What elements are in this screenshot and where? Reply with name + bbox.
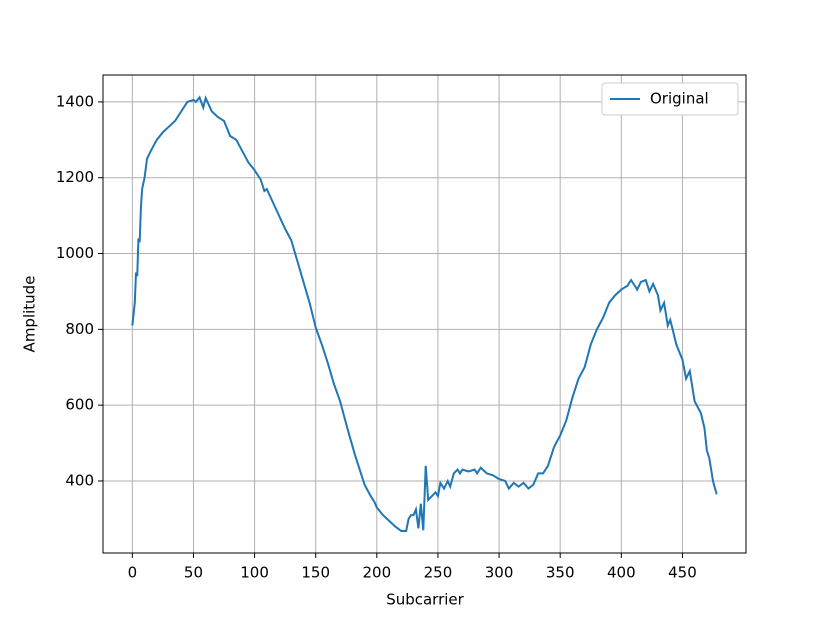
y-tick-label: 400 <box>65 471 94 489</box>
legend-box <box>601 82 739 116</box>
y-tick-label: 1400 <box>56 92 94 110</box>
x-tick-label: 200 <box>363 564 392 582</box>
data-line <box>131 95 718 533</box>
y-tick-label: 1200 <box>56 168 94 186</box>
x-tick-label: 100 <box>240 564 269 582</box>
x-tick-label: 350 <box>546 564 575 582</box>
legend-label: Original <box>650 90 709 108</box>
plot-frame <box>102 74 747 554</box>
x-tick-label: 450 <box>668 564 697 582</box>
y-tick-label: 1000 <box>56 244 94 262</box>
x-tick-label: 150 <box>301 564 330 582</box>
y-tick-label: 600 <box>65 396 94 414</box>
x-tick-label: 50 <box>184 564 203 582</box>
y-tick-label: 800 <box>65 320 94 338</box>
x-tick-label: 400 <box>607 564 636 582</box>
x-tick-label: 250 <box>424 564 453 582</box>
x-tick-label: 0 <box>128 564 138 582</box>
y-axis-label: Amplitude <box>21 276 39 353</box>
x-tick-label: 300 <box>485 564 514 582</box>
x-axis-label: Subcarrier <box>386 591 464 609</box>
